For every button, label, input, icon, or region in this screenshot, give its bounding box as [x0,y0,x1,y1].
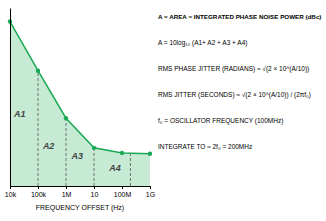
area-label: A1 [13,109,26,119]
x-tick: 10 [91,186,99,198]
x-tick: 10k [5,186,17,198]
x-tick: 100M [114,186,132,198]
annotations: A1 A2 A3 A4 A = AREA = INTEGRATED PHASE NOIS… [13,13,321,173]
annotation: A = 10log₁₀ (A1+ A2 + A3 + A4) [158,39,247,47]
x-axis-line [11,186,151,187]
x-tick-label: 1M [62,191,72,198]
boundary-line [94,8,95,186]
x-tick-label: 100M [114,191,132,198]
annotation: RMS JITTER (SECONDS) ≈ √(2 × 10^(A/10)) … [158,91,311,99]
x-tick-label: 10k [5,191,17,198]
x-tick-mark [94,186,95,189]
annotation: A = AREA = INTEGRATED PHASE NOISE POWER … [158,13,321,20]
x-tick: 1G [146,186,155,198]
y-axis-line [10,9,11,187]
curve [10,22,150,154]
area-label: A2 [42,141,55,151]
x-tick: 1M [62,186,72,198]
x-tick-label: 100k [31,191,47,198]
x-tick-mark [122,186,123,189]
annotation: INTEGRATE TO ≈ 2f₀ = 200MHz [158,143,252,150]
point [148,152,152,156]
x-tick-mark [38,186,39,189]
boundaries [38,8,130,186]
annotation: RMS PHASE JITTER (RADIANS) ≈ √(2 × 10^(A… [158,65,309,73]
y-axis [10,9,11,187]
chart: 10k 100k 1M 10 100M 1G FREQUENCY OFFSET (Hz) A1… [0,0,326,221]
x-tick-label: 1G [146,191,155,198]
x-tick: 100k [31,186,47,198]
x-tick-mark [150,186,151,189]
boundary-line [66,8,67,186]
point [64,116,68,120]
x-axis: 10k 100k 1M 10 100M 1G [5,186,155,198]
area-label: A4 [108,163,121,173]
point [92,146,96,150]
plot-area [8,8,152,186]
area-label: A3 [70,151,83,161]
x-tick-mark [66,186,67,189]
point [120,151,124,155]
point [36,69,40,73]
boundary-line [38,8,39,186]
x-axis-title: FREQUENCY OFFSET (Hz) [36,204,124,212]
annotation: f₀ = OSCILLATOR FREQUENCY (100MHz) [158,117,283,125]
area-fill [10,22,150,186]
boundary-line [130,8,131,186]
x-tick-label: 10 [91,191,99,198]
